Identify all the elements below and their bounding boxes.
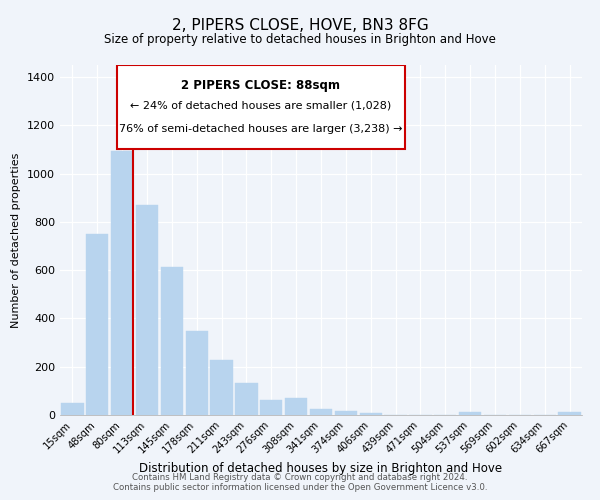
- Bar: [136, 205, 158, 415]
- Text: Contains public sector information licensed under the Open Government Licence v3: Contains public sector information licen…: [113, 483, 487, 492]
- Text: Contains HM Land Registry data © Crown copyright and database right 2024.: Contains HM Land Registry data © Crown c…: [132, 473, 468, 482]
- Bar: [185, 331, 208, 415]
- Text: 76% of semi-detached houses are larger (3,238) →: 76% of semi-detached houses are larger (…: [119, 124, 403, 134]
- Bar: [111, 150, 133, 415]
- X-axis label: Distribution of detached houses by size in Brighton and Hove: Distribution of detached houses by size …: [139, 462, 503, 475]
- Text: 2 PIPERS CLOSE: 88sqm: 2 PIPERS CLOSE: 88sqm: [181, 79, 340, 92]
- Bar: [335, 410, 357, 415]
- Text: Size of property relative to detached houses in Brighton and Hove: Size of property relative to detached ho…: [104, 32, 496, 46]
- Bar: [235, 383, 257, 415]
- Bar: [310, 409, 332, 415]
- FancyBboxPatch shape: [118, 65, 404, 149]
- Bar: [459, 412, 481, 415]
- Bar: [211, 360, 233, 415]
- Y-axis label: Number of detached properties: Number of detached properties: [11, 152, 22, 328]
- Bar: [161, 266, 183, 415]
- Bar: [86, 234, 109, 415]
- Bar: [285, 398, 307, 415]
- Bar: [61, 403, 83, 415]
- Text: ← 24% of detached houses are smaller (1,028): ← 24% of detached houses are smaller (1,…: [130, 100, 392, 110]
- Bar: [359, 412, 382, 415]
- Bar: [260, 400, 283, 415]
- Text: 2, PIPERS CLOSE, HOVE, BN3 8FG: 2, PIPERS CLOSE, HOVE, BN3 8FG: [172, 18, 428, 32]
- Bar: [559, 412, 581, 415]
